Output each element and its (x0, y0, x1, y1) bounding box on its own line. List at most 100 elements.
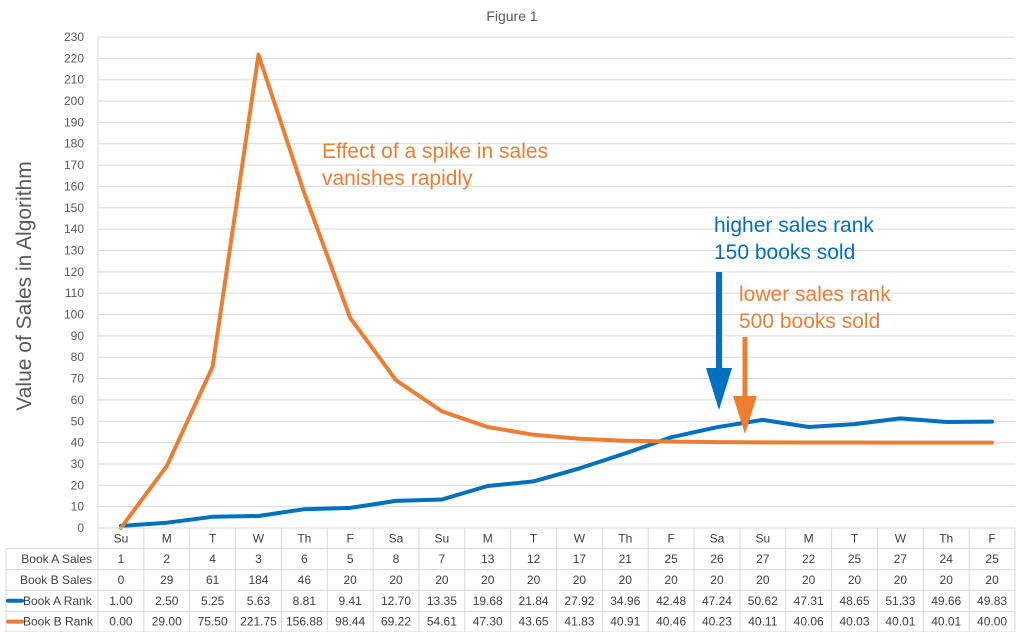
table-cell: 29.00 (152, 615, 182, 629)
table-cell: 20 (894, 573, 908, 587)
gridlines (97, 36, 1015, 529)
annotation-lower-rank-line-1: lower sales rank (739, 283, 891, 306)
y-tick-label: 50 (71, 414, 85, 428)
table-cell: 13 (481, 552, 495, 566)
table-cell: 40.01 (885, 615, 915, 629)
table-cell: 4 (209, 552, 216, 566)
table-cell: 29 (160, 573, 174, 587)
table-cell: 21 (619, 552, 633, 566)
y-tick-label: 220 (64, 51, 84, 65)
x-tick-label: F (988, 531, 995, 545)
table-cell: 69.22 (381, 615, 411, 629)
table-cell: 1 (118, 552, 125, 566)
x-tick-label: M (804, 531, 814, 545)
arrow-lower-rank-head (733, 396, 757, 434)
table-cell: 2.50 (155, 594, 179, 608)
table-cell: 46 (298, 573, 312, 587)
table-cell: 20 (435, 573, 449, 587)
table-cell: 25 (848, 552, 862, 566)
table-row-label: Book B Sales (20, 573, 92, 587)
table-cell: 0 (118, 573, 125, 587)
y-tick-label: 70 (71, 372, 85, 386)
table-cell: 20 (710, 573, 724, 587)
table-cell: 47.30 (473, 615, 503, 629)
table-cell: 21.84 (519, 594, 549, 608)
table-cell: 5.25 (201, 594, 225, 608)
table-cell: 49.83 (977, 594, 1007, 608)
table-cell: 221.75 (240, 615, 277, 629)
table-cell: 20 (940, 573, 954, 587)
x-tick-label: W (574, 531, 586, 545)
table-cell: 9.41 (338, 594, 362, 608)
table-cell: 156.88 (286, 615, 323, 629)
y-tick-label: 120 (64, 265, 84, 279)
table-cell: 20 (848, 573, 862, 587)
x-tick-label: Th (939, 531, 953, 545)
annotation-spike-line-1: Effect of a spike in sales (322, 140, 548, 163)
chart-title: Figure 1 (486, 8, 538, 24)
table-cell: 40.46 (656, 615, 686, 629)
y-tick-label: 130 (64, 243, 84, 257)
x-tick-label: M (483, 531, 493, 545)
x-tick-label: T (851, 531, 859, 545)
table-cell: 6 (301, 552, 308, 566)
x-tick-label: Su (435, 531, 450, 545)
table-cell: 5 (347, 552, 354, 566)
table-cell: 42.48 (656, 594, 686, 608)
table-cell: 34.96 (610, 594, 640, 608)
table-cell: 20 (985, 573, 999, 587)
table-cell: 0.00 (109, 615, 133, 629)
table-cell: 48.65 (840, 594, 870, 608)
table-cell: 25 (985, 552, 999, 566)
annotations: Effect of a spike in sales vanishes rapid… (322, 140, 891, 434)
table-row-label: Book B Rank (23, 615, 94, 629)
table-cell: 41.83 (564, 615, 594, 629)
x-tick-label: M (162, 531, 172, 545)
table-cell: 12.70 (381, 594, 411, 608)
annotation-higher-rank-line-2: 150 books sold (714, 241, 855, 264)
table-cell: 20 (756, 573, 770, 587)
y-tick-label: 0 (77, 521, 84, 535)
table-cell: 27.92 (564, 594, 594, 608)
table-cell: 47.31 (794, 594, 824, 608)
x-tick-label: Su (114, 531, 129, 545)
x-tick-label: F (667, 531, 674, 545)
table-cell: 75.50 (198, 615, 228, 629)
x-tick-label: T (209, 531, 217, 545)
table-cell: 19.68 (473, 594, 503, 608)
x-tick-label: Th (618, 531, 632, 545)
y-tick-label: 80 (71, 350, 85, 364)
arrow-higher-rank-shaft (716, 272, 722, 368)
table-cell: 2 (163, 552, 170, 566)
data-table: Su M T W Th F Sa Su M T W Th F Sa Su M T W Th F Book A Sales… (5, 527, 1016, 632)
x-tick-label: Th (297, 531, 311, 545)
table-cell: 8 (393, 552, 400, 566)
x-tick-label: Sa (710, 531, 725, 545)
arrow-higher-rank-head (706, 368, 732, 410)
table-cell: 17 (573, 552, 587, 566)
y-tick-label: 10 (71, 500, 85, 514)
y-tick-labels: 0 10 20 30 40 50 60 70 80 90 100 110 120 130 140 150 160… (64, 30, 84, 535)
table-cell: 47.24 (702, 594, 732, 608)
table-cell: 40.01 (931, 615, 961, 629)
table-row-label: Book A Sales (21, 552, 92, 566)
table-cell: 20 (573, 573, 587, 587)
y-tick-label: 160 (64, 179, 84, 193)
y-tick-label: 40 (71, 436, 85, 450)
table-cell: 24 (940, 552, 954, 566)
x-tick-label: F (347, 531, 354, 545)
table-cell: 40.91 (610, 615, 640, 629)
table-cell: 40.23 (702, 615, 732, 629)
y-tick-label: 210 (64, 73, 84, 87)
x-tick-label: T (530, 531, 538, 545)
x-tick-label: W (253, 531, 265, 545)
annotation-spike-line-2: vanishes rapidly (322, 167, 473, 190)
x-tick-label: Su (755, 531, 770, 545)
table-cell: 3 (255, 552, 262, 566)
arrow-lower-rank-shaft (742, 337, 748, 396)
table-cell: 12 (527, 552, 541, 566)
table-row-label: Book A Rank (23, 594, 93, 608)
table-cell: 40.03 (840, 615, 870, 629)
y-tick-label: 110 (65, 286, 84, 300)
